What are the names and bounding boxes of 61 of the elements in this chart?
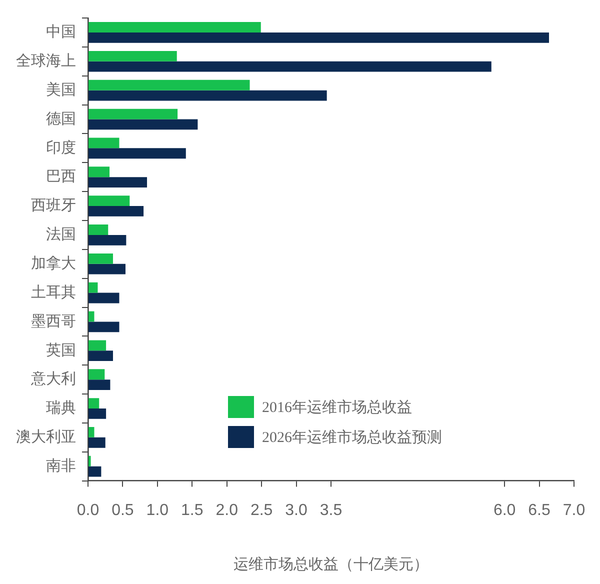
bar [88, 427, 94, 438]
bar [88, 437, 106, 448]
y-tick-label: 印度 [46, 139, 76, 156]
y-tick-label: 全球海上 [16, 52, 76, 70]
bar [88, 80, 250, 90]
legend-label: 2016年运维市场总收益 [262, 398, 412, 416]
y-tick-label: 巴西 [46, 168, 76, 186]
y-tick-label: 墨西哥 [31, 312, 76, 330]
x-tick-label: 2.5 [250, 502, 273, 519]
legend-label: 2026年运维市场总收益预测 [262, 428, 442, 446]
bar [88, 22, 261, 32]
bar [88, 138, 120, 148]
bar [88, 292, 120, 304]
y-tick-label: 土耳其 [31, 284, 76, 301]
x-tick-label: 3.0 [285, 502, 308, 519]
y-tick-label: 瑞典 [46, 400, 76, 417]
x-tick-label: 0.5 [112, 502, 134, 519]
bar [88, 253, 113, 264]
y-tick-label: 西班牙 [31, 197, 76, 214]
bar [88, 311, 94, 322]
x-tick-label: 2.0 [216, 502, 238, 519]
bar [88, 282, 98, 293]
bar [88, 50, 177, 62]
y-tick-label: 法国 [46, 226, 76, 244]
y-tick-label: 澳大利亚 [16, 428, 76, 446]
bar [88, 177, 148, 188]
x-axis-title: 运维市场总收益（十亿美元） [234, 556, 428, 574]
x-tick-label: 3.5 [320, 502, 342, 519]
bar [88, 264, 126, 274]
x-tick-label: 7.0 [562, 502, 586, 519]
y-tick-label: 英国 [46, 342, 76, 359]
bar [88, 148, 186, 159]
bar [88, 380, 110, 390]
x-tick-label: 6.0 [493, 502, 516, 519]
bar [88, 369, 105, 380]
y-tick-label: 美国 [46, 81, 76, 98]
bar [88, 196, 130, 206]
bar [88, 32, 550, 43]
bar [88, 119, 198, 130]
bar [88, 234, 126, 246]
bar [88, 108, 178, 120]
y-tick-label: 南非 [46, 457, 76, 474]
bar [88, 466, 102, 477]
x-tick-label: 6.5 [528, 502, 551, 519]
bar [88, 90, 327, 101]
bar [88, 340, 106, 351]
y-tick-label: 加拿大 [31, 255, 76, 272]
x-tick-label: 1.0 [146, 502, 169, 519]
bar [88, 322, 120, 332]
bar [88, 166, 110, 178]
y-tick-label: 德国 [46, 110, 76, 128]
bar [88, 398, 100, 408]
bar [88, 61, 492, 72]
bar [88, 224, 108, 235]
bar [88, 408, 106, 419]
x-tick-label: 0.0 [76, 502, 100, 519]
x-tick-label: 1.5 [181, 502, 204, 519]
y-tick-label: 中国 [46, 24, 76, 41]
bar [88, 350, 113, 362]
bar [88, 206, 144, 216]
y-tick-label: 意大利 [30, 370, 76, 388]
